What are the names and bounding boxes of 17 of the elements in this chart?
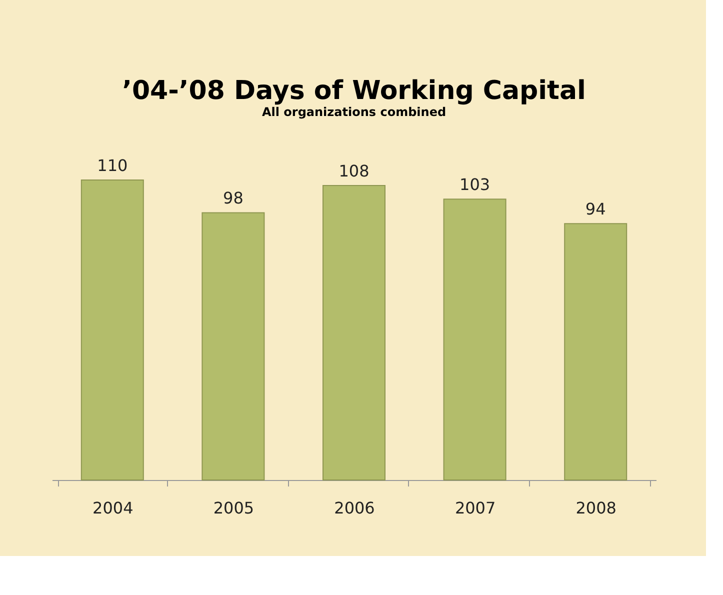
bar — [443, 198, 506, 480]
x-tick-label: 2005 — [213, 498, 254, 518]
x-tick-label: 2004 — [92, 498, 134, 518]
data-label: 110 — [97, 156, 128, 175]
bar — [202, 212, 265, 480]
bar — [80, 180, 144, 480]
bar — [322, 184, 386, 480]
x-tick-label: 2007 — [454, 498, 496, 518]
chart-subtitle: All organizations combined — [262, 105, 446, 119]
data-label: 103 — [460, 175, 490, 194]
chart-title: ’04-’08 Days of Working Capital — [122, 76, 586, 106]
data-label: 108 — [338, 161, 370, 180]
data-label: 94 — [585, 200, 606, 219]
data-label: 98 — [223, 188, 244, 208]
x-tick-label: 2006 — [334, 498, 375, 518]
bar — [564, 223, 628, 480]
x-tick-label: 2008 — [576, 498, 616, 518]
